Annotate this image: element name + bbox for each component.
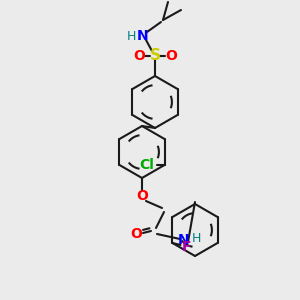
Text: H: H [191, 232, 201, 244]
Text: O: O [136, 189, 148, 203]
Text: F: F [182, 240, 191, 254]
Text: O: O [165, 49, 177, 63]
Text: O: O [130, 227, 142, 241]
Text: Cl: Cl [139, 158, 154, 172]
Text: N: N [178, 233, 190, 247]
Text: S: S [149, 49, 161, 64]
Text: N: N [137, 29, 149, 43]
Text: H: H [126, 29, 136, 43]
Text: O: O [133, 49, 145, 63]
